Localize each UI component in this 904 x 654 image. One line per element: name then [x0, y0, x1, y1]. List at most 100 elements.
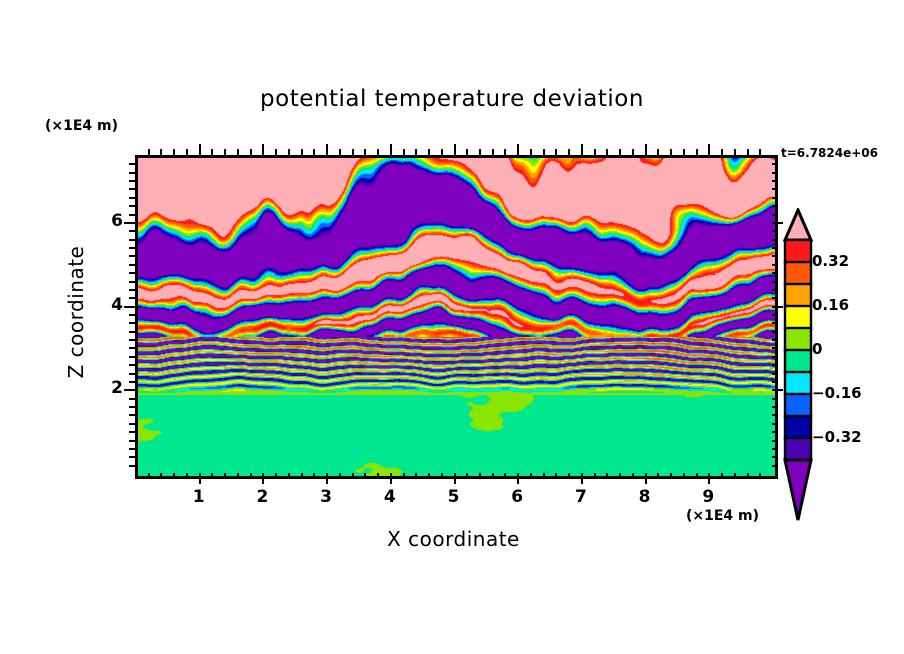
- tick-mark: [772, 414, 778, 416]
- tick-mark: [199, 473, 201, 484]
- tick-mark: [772, 255, 778, 257]
- tick-mark: [772, 264, 778, 266]
- tick-mark: [606, 473, 608, 479]
- tick-mark: [543, 149, 545, 155]
- tick-mark: [632, 473, 634, 479]
- tick-mark: [594, 149, 596, 155]
- tick-mark: [250, 473, 252, 479]
- tick-mark: [288, 149, 290, 155]
- tick-mark: [772, 172, 778, 174]
- tick-mark: [772, 456, 778, 458]
- tick-mark: [772, 389, 783, 391]
- tick-mark: [129, 230, 135, 232]
- tick-mark: [129, 406, 135, 408]
- tick-mark: [364, 473, 366, 479]
- tick-mark: [772, 448, 778, 450]
- tick-mark: [352, 149, 354, 155]
- tick-mark: [275, 149, 277, 155]
- tick-mark: [721, 473, 723, 479]
- tick-mark: [403, 149, 405, 155]
- tick-mark: [772, 356, 778, 358]
- tick-mark: [124, 222, 135, 224]
- tick-mark: [632, 149, 634, 155]
- tick-mark: [262, 144, 264, 155]
- tick-mark: [581, 473, 583, 484]
- tick-mark: [670, 473, 672, 479]
- tick-mark: [129, 331, 135, 333]
- tick-mark: [237, 473, 239, 479]
- tick-mark: [581, 144, 583, 155]
- tick-mark: [129, 448, 135, 450]
- tick-mark: [301, 473, 303, 479]
- tick-mark: [211, 473, 213, 479]
- tick-mark: [129, 239, 135, 241]
- tick-mark: [129, 289, 135, 291]
- x-tick-label: 2: [256, 487, 269, 507]
- x-tick-label: 9: [702, 487, 715, 507]
- tick-mark: [772, 214, 778, 216]
- colorbar-tick-label: −0.32: [812, 428, 862, 446]
- tick-mark: [129, 264, 135, 266]
- tick-mark: [129, 163, 135, 165]
- tick-mark: [129, 322, 135, 324]
- x-tick-label: 1: [192, 487, 205, 507]
- tick-mark: [129, 398, 135, 400]
- timestamp-label: t=6.7824e+06: [781, 146, 878, 160]
- tick-mark: [772, 423, 778, 425]
- tick-mark: [645, 473, 647, 484]
- tick-mark: [772, 289, 778, 291]
- x-tick-label: 7: [574, 487, 587, 507]
- tick-mark: [186, 473, 188, 479]
- tick-mark: [129, 456, 135, 458]
- tick-mark: [129, 373, 135, 375]
- tick-mark: [772, 180, 778, 182]
- tick-mark: [772, 339, 778, 341]
- tick-mark: [568, 473, 570, 479]
- tick-mark: [530, 473, 532, 479]
- tick-mark: [594, 473, 596, 479]
- colorbar-swatches: [783, 208, 813, 521]
- tick-mark: [199, 144, 201, 155]
- tick-mark: [186, 149, 188, 155]
- x-axis-title: X coordinate: [387, 527, 520, 551]
- tick-mark: [492, 473, 494, 479]
- tick-mark: [772, 398, 778, 400]
- tick-mark: [224, 149, 226, 155]
- tick-mark: [454, 144, 456, 155]
- tick-mark: [657, 149, 659, 155]
- tick-mark: [747, 473, 749, 479]
- tick-mark: [619, 473, 621, 479]
- tick-mark: [129, 272, 135, 274]
- tick-mark: [734, 473, 736, 479]
- tick-mark: [364, 149, 366, 155]
- tick-mark: [339, 473, 341, 479]
- colorbar: [783, 208, 813, 522]
- tick-mark: [504, 473, 506, 479]
- tick-mark: [645, 144, 647, 155]
- tick-mark: [211, 149, 213, 155]
- tick-mark: [759, 149, 761, 155]
- tick-mark: [377, 473, 379, 479]
- tick-mark: [129, 465, 135, 467]
- tick-mark: [772, 197, 778, 199]
- tick-mark: [390, 144, 392, 155]
- tick-mark: [466, 473, 468, 479]
- tick-mark: [479, 149, 481, 155]
- tick-mark: [129, 255, 135, 257]
- tick-mark: [237, 149, 239, 155]
- tick-mark: [772, 188, 778, 190]
- tick-mark: [339, 149, 341, 155]
- tick-mark: [390, 473, 392, 484]
- tick-mark: [772, 347, 778, 349]
- tick-mark: [543, 473, 545, 479]
- tick-mark: [772, 230, 778, 232]
- x-tick-label: 6: [511, 487, 524, 507]
- tick-mark: [772, 247, 778, 249]
- tick-mark: [696, 149, 698, 155]
- tick-mark: [275, 473, 277, 479]
- tick-mark: [492, 149, 494, 155]
- tick-mark: [129, 180, 135, 182]
- tick-mark: [326, 473, 328, 484]
- tick-mark: [670, 149, 672, 155]
